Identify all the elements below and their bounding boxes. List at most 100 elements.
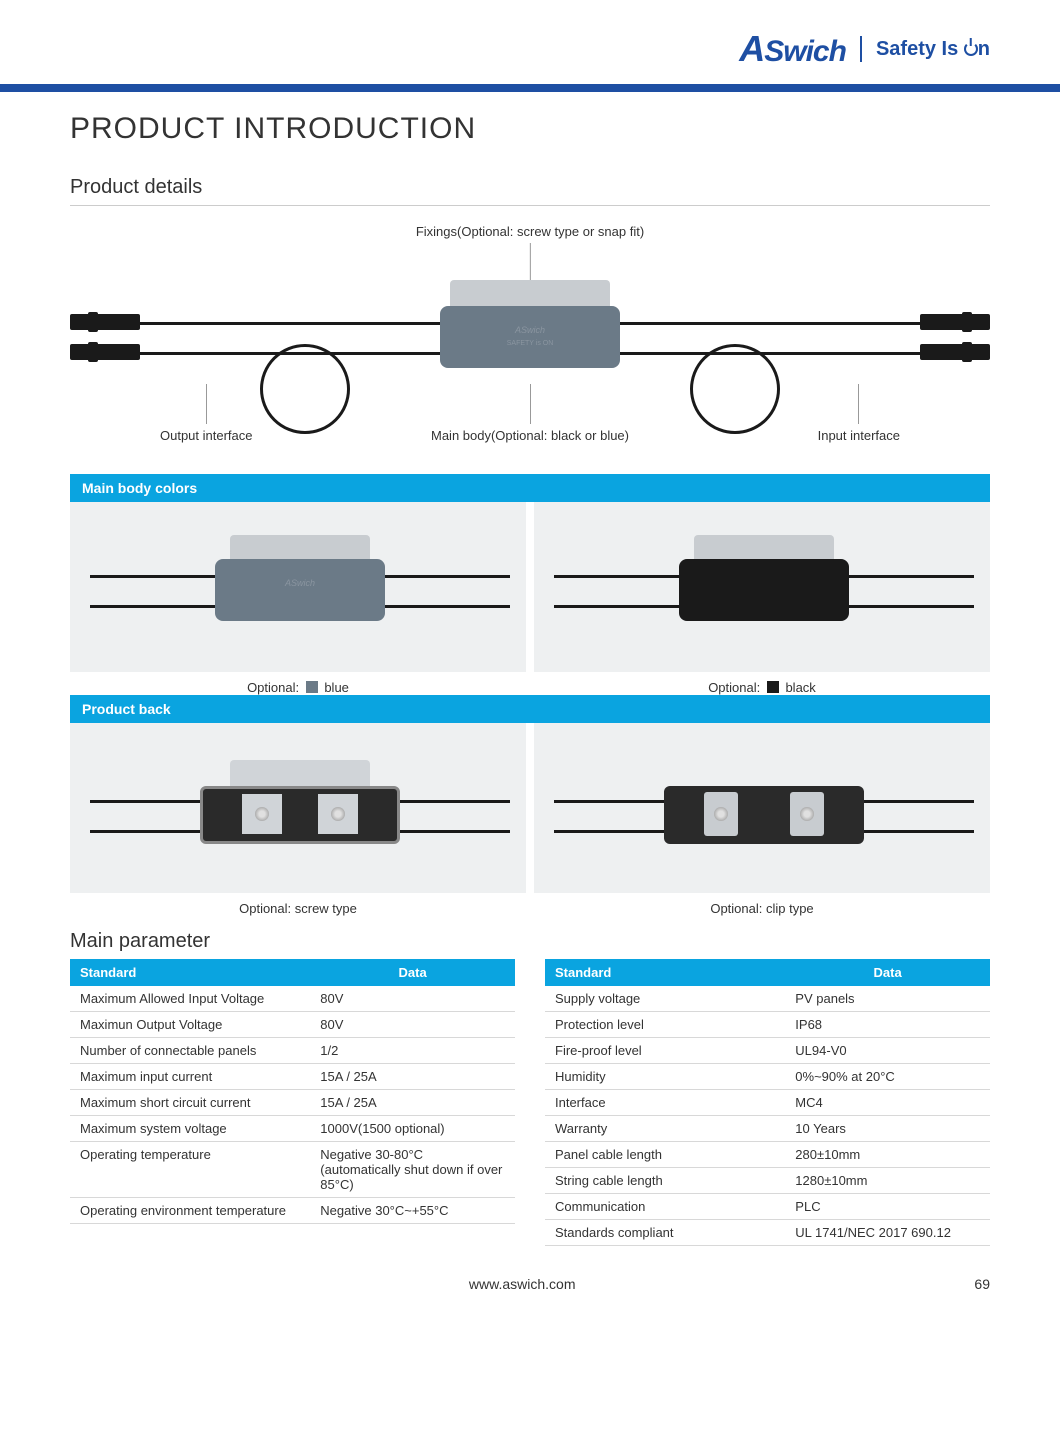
page-header: ASwich Safety Is n [0,0,1060,84]
divider [70,205,990,206]
param-key: Maximun Output Voltage [70,1012,310,1038]
panel-product-screw [70,758,526,858]
param-value: UL 1741/NEC 2017 690.12 [785,1220,990,1246]
params-tables: Standard Data Maximum Allowed Input Volt… [70,959,990,1246]
param-key: Protection level [545,1012,785,1038]
product-diagram: Fixings(Optional: screw type or snap fit… [70,224,990,474]
th-data: Data [785,959,990,986]
connector-left-bot [70,344,140,360]
table-row: InterfaceMC4 [545,1090,990,1116]
param-value: 80V [310,986,515,1012]
param-value: 1280±10mm [785,1168,990,1194]
param-value: 1000V(1500 optional) [310,1116,515,1142]
table-row: Maximum input current15A / 25A [70,1064,515,1090]
params-table-left: Standard Data Maximum Allowed Input Volt… [70,959,515,1224]
caption-prefix: Optional: [247,680,303,695]
header-divider [860,36,862,62]
param-key: Panel cable length [545,1142,785,1168]
tagline-suffix: n [978,38,990,60]
main-body-black [679,559,849,621]
caption-suffix: black [782,680,816,695]
param-value: 15A / 25A [310,1064,515,1090]
table-row: Maximun Output Voltage80V [70,1012,515,1038]
param-key: Maximum Allowed Input Voltage [70,986,310,1012]
main-body: ASwich SAFETY is ON [440,306,620,368]
color-black-caption: Optional: black [534,672,990,709]
callout-input: Input interface [818,384,900,443]
table-row: Standards compliantUL 1741/NEC 2017 690.… [545,1220,990,1246]
callout-output: Output interface [160,384,253,443]
footer-url: www.aswich.com [70,1276,974,1292]
table-row: Supply voltagePV panels [545,986,990,1012]
color-black-panel [534,502,990,672]
table-row: Maximum short circuit current15A / 25A [70,1090,515,1116]
callout-line [858,384,859,424]
cable [400,830,510,833]
callout-line [530,384,531,424]
cable [90,830,200,833]
th-data: Data [310,959,515,986]
connector-right-top [920,314,990,330]
cable [90,575,215,578]
panel-product-black [534,537,990,637]
param-value: UL94-V0 [785,1038,990,1064]
param-value: Negative 30°C~+55°C [310,1198,515,1224]
cable [849,605,974,608]
caption-suffix: blue [321,680,349,695]
page-footer: www.aswich.com 69 [0,1246,1060,1292]
table-row: Warranty10 Years [545,1116,990,1142]
back-clip-col: Optional: clip type [534,723,990,930]
section-details-title: Product details [70,176,990,199]
header-bar [0,84,1060,92]
param-key: Fire-proof level [545,1038,785,1064]
content: PRODUCT INTRODUCTION Product details Fix… [0,92,1060,1246]
back-clip-panel [534,723,990,893]
cable [90,605,215,608]
section-params-title: Main parameter [70,930,990,953]
param-value: 1/2 [310,1038,515,1064]
param-value: PLC [785,1194,990,1220]
tagline: Safety Is n [876,38,990,61]
param-value: 10 Years [785,1116,990,1142]
cable [400,800,510,803]
cable [554,800,664,803]
param-key: String cable length [545,1168,785,1194]
cable [554,830,664,833]
swatch-blue-icon [306,681,318,693]
param-value: MC4 [785,1090,990,1116]
param-value: 280±10mm [785,1142,990,1168]
th-standard: Standard [545,959,785,986]
product-assembly: ASwich SAFETY is ON [70,304,990,394]
param-key: Standards compliant [545,1220,785,1246]
param-key: Operating temperature [70,1142,310,1198]
callout-mainbody-label: Main body(Optional: black or blue) [431,428,629,443]
param-key: Number of connectable panels [70,1038,310,1064]
colors-header: Main body colors [70,474,990,502]
param-value: IP68 [785,1012,990,1038]
cable [554,575,679,578]
cable [554,605,679,608]
callout-fixings: Fixings(Optional: screw type or snap fit… [416,224,644,288]
screw-icon [331,807,345,821]
cable-left-top [120,322,440,325]
callout-fixings-label: Fixings(Optional: screw type or snap fit… [416,224,644,239]
logo-prefix: A [739,28,764,69]
back-body [200,786,400,844]
screw-icon [255,807,269,821]
param-key: Interface [545,1090,785,1116]
connector-left-top [70,314,140,330]
color-black-col: Optional: black [534,502,990,709]
connector-right-bot [920,344,990,360]
params-right-wrap: Standard Data Supply voltagePV panelsPro… [545,959,990,1246]
callout-input-label: Input interface [818,428,900,443]
cable [385,575,510,578]
th-standard: Standard [70,959,310,986]
table-row: Protection levelIP68 [545,1012,990,1038]
swatch-black-icon [767,681,779,693]
callout-mainbody: Main body(Optional: black or blue) [430,384,630,443]
coil-right [690,344,780,434]
back-clip-caption: Optional: clip type [534,893,990,930]
table-row: Number of connectable panels1/2 [70,1038,515,1064]
body-brand-text: ASwich [515,325,545,335]
color-blue-col: ASwich Optional: blue [70,502,526,709]
